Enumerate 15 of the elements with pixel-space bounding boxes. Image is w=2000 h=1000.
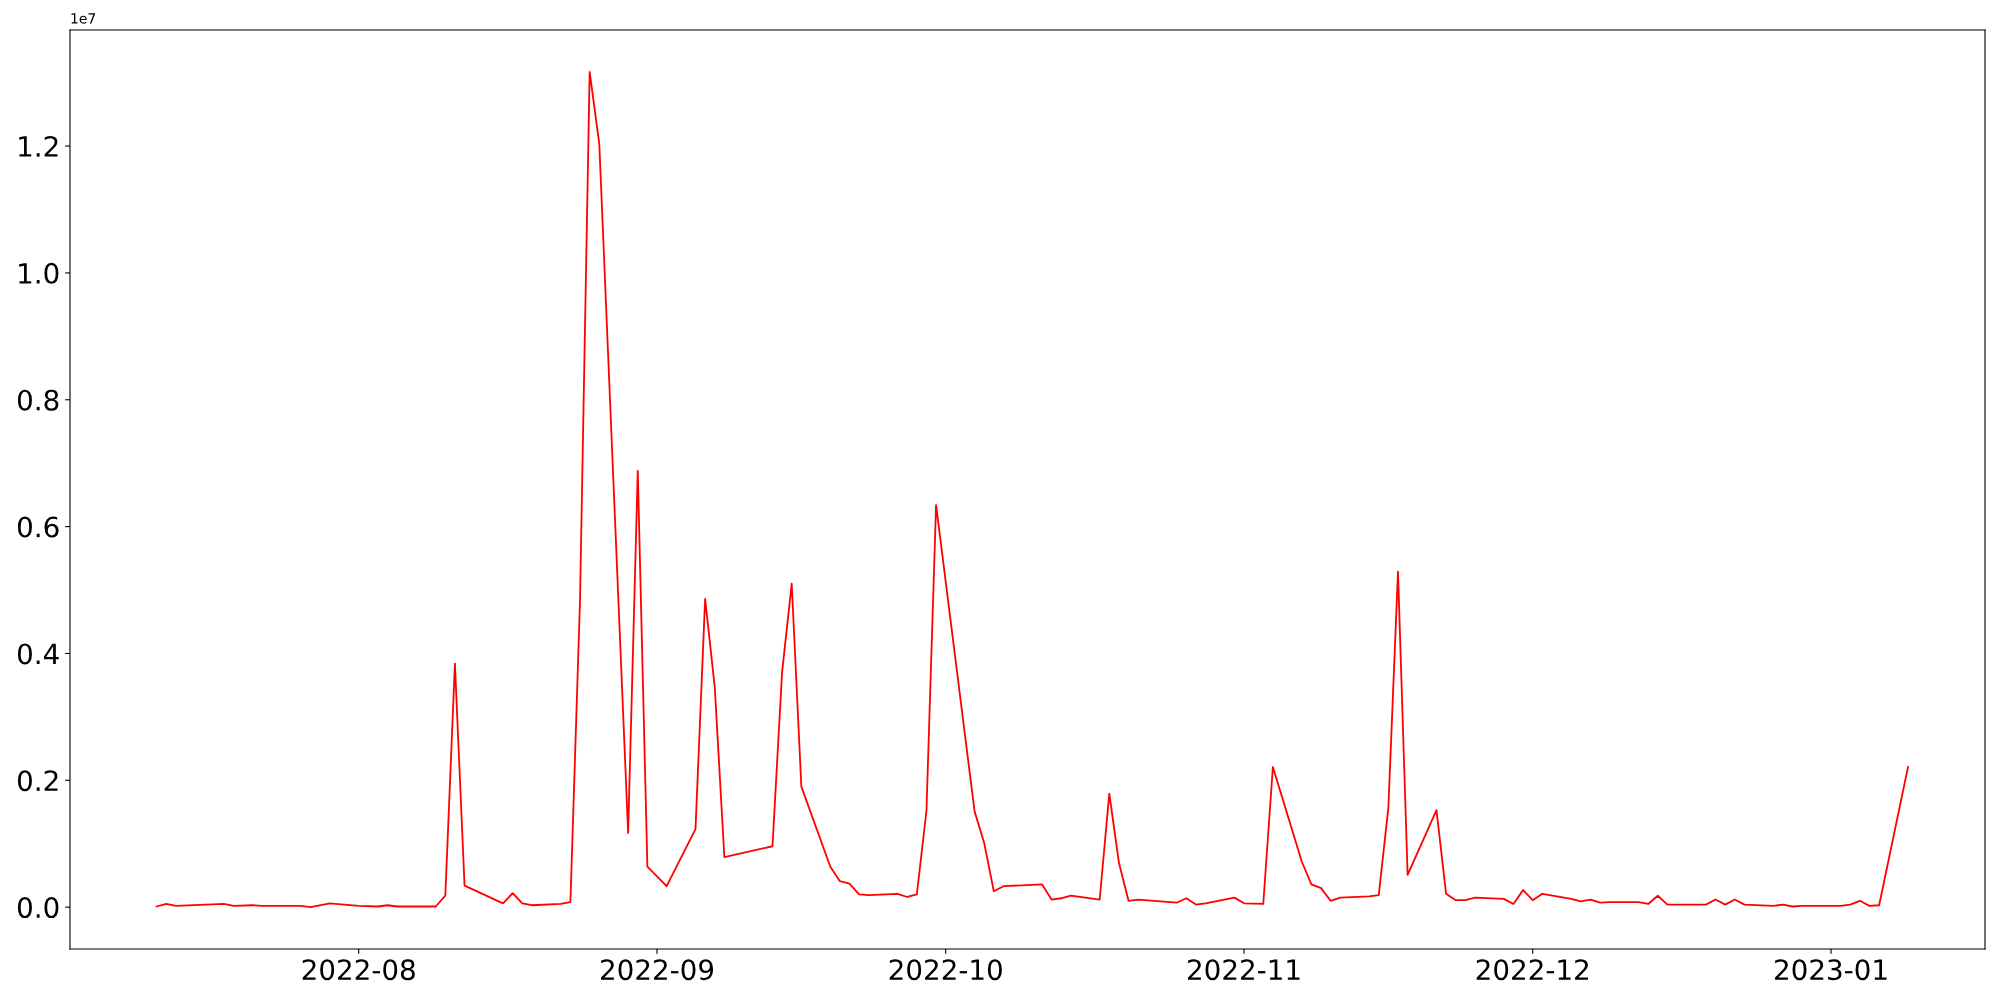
x-tick-label: 2023-01 (1775, 959, 1887, 981)
x-tick-label: 2022-08 (302, 959, 415, 981)
x-tick-label: 2022-11 (1188, 959, 1300, 981)
y-tick-label: 1.0 (19, 262, 59, 284)
y-tick-label: 0.6 (17, 516, 59, 538)
x-tick-label: 2022-10 (889, 959, 1002, 981)
x-tick-label: 2022-12 (1476, 959, 1588, 981)
y-tick-label: 0.8 (17, 389, 59, 411)
line-series (155, 70, 1909, 909)
y-tick-label: 0.4 (17, 643, 59, 665)
text: 1e7 (71, 13, 96, 24)
y-tick-label: 1.2 (19, 136, 58, 157)
y-tick-label: 0.2 (17, 770, 58, 792)
x-tick-label: 2022-09 (601, 959, 714, 981)
y-tick-label: 0.0 (17, 897, 59, 919)
